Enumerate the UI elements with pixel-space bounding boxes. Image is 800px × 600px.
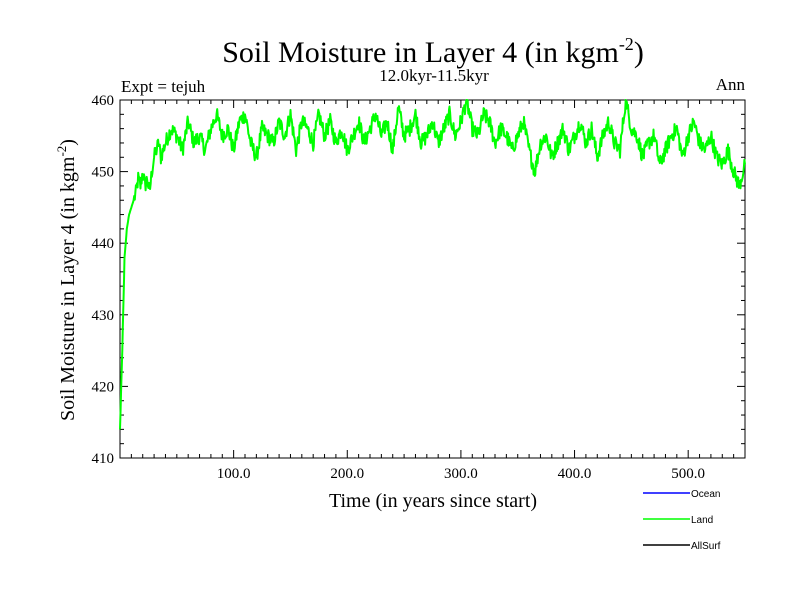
period-label: Ann — [716, 75, 746, 94]
x-tick-label: 400.0 — [558, 466, 592, 482]
chart-subtitle: 12.0kyr-11.5kyr — [379, 66, 489, 85]
axis-tick-labels: 100.0 200.0 300.0 400.0 500.0 410 420 430 440 450… — [92, 93, 706, 482]
x-tick-label: 500.0 — [671, 466, 705, 482]
series-layer — [119, 99, 746, 430]
x-tick-label: 300.0 — [444, 466, 478, 482]
series-line-land — [119, 99, 746, 430]
chart-title: Soil Moisture in Layer 4 (in kgm-2) — [222, 34, 644, 69]
y-tick-label: 430 — [92, 308, 115, 324]
y-tick-label: 460 — [92, 93, 115, 109]
legend-label-land: Land — [691, 515, 713, 526]
y-tick-label: 440 — [92, 236, 115, 252]
legend-label-ocean: Ocean — [691, 489, 720, 500]
axis-ticks — [120, 99, 745, 459]
y-tick-label: 450 — [92, 165, 115, 181]
x-tick-label: 200.0 — [330, 466, 364, 482]
plot-frame — [119, 99, 746, 459]
y-axis-label: Soil Moisture in Layer 4 (in kgm-2) — [54, 139, 79, 421]
experiment-label: Expt = tejuh — [121, 77, 206, 96]
x-tick-label: 100.0 — [217, 466, 251, 482]
legend-label-allsurf: AllSurf — [691, 541, 721, 552]
y-tick-label: 410 — [92, 451, 115, 467]
legend: Ocean Land AllSurf — [643, 489, 721, 552]
y-tick-label: 420 — [92, 379, 115, 395]
x-axis-label: Time (in years since start) — [329, 490, 537, 512]
